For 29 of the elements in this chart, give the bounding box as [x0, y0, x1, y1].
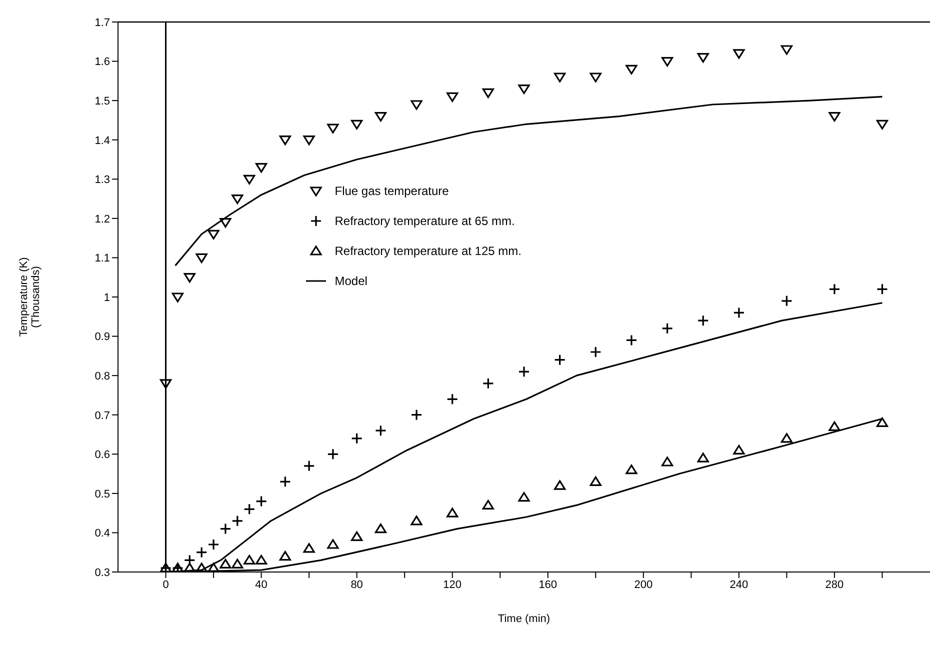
- legend-label: Refractory temperature at 125 mm.: [334, 244, 522, 258]
- x-tick-label: 200: [634, 578, 653, 591]
- y-tick-label: 1.1: [94, 252, 110, 265]
- y-tick-label: 1.4: [94, 134, 110, 147]
- legend-label: Refractory temperature at 65 mm.: [334, 214, 515, 228]
- y-tick-label: 1.6: [94, 56, 110, 68]
- y-tick-label: 1.7: [94, 16, 110, 29]
- legend-label: Flue gas temperature: [334, 184, 449, 198]
- y-tick-label: 1: [104, 292, 110, 304]
- x-axis-title: Time (min): [498, 613, 550, 625]
- y-tick-label: 0.5: [94, 488, 110, 500]
- y-tick-label: 0.8: [94, 370, 110, 382]
- x-tick-label: 280: [825, 578, 844, 591]
- x-tick-label: 240: [730, 578, 748, 591]
- y-tick-label: 0.6: [94, 449, 110, 462]
- y-tick-label: 1.2: [94, 213, 110, 226]
- x-tick-label: 0: [162, 578, 169, 591]
- y-tick-label: 0.3: [94, 566, 110, 579]
- y-tick-label: 0.9: [94, 331, 110, 344]
- x-tick-label: 120: [443, 578, 462, 591]
- y-tick-label: 0.7: [94, 410, 110, 422]
- y-axis-title: Temperature (K) (Thousands): [18, 257, 42, 337]
- x-tick-label: 160: [538, 578, 558, 591]
- y-tick-label: 0.4: [94, 528, 110, 540]
- x-tick-label: 80: [350, 578, 363, 591]
- legend-label: Model: [334, 274, 368, 288]
- x-tick-label: 40: [255, 578, 268, 591]
- y-tick-label: 1.3: [94, 174, 110, 186]
- y-tick-label: 1.5: [94, 95, 110, 108]
